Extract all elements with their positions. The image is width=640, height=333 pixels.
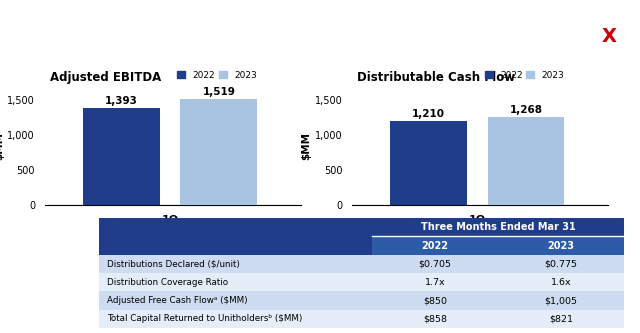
- Text: Distribution Coverage Ratio: Distribution Coverage Ratio: [107, 278, 228, 287]
- FancyBboxPatch shape: [372, 255, 498, 273]
- Text: 1,393: 1,393: [105, 96, 138, 106]
- Text: 1,210: 1,210: [412, 109, 445, 119]
- Text: Three Months Ended Mar 31: Three Months Ended Mar 31: [420, 222, 575, 232]
- Text: 2023: 2023: [548, 240, 575, 251]
- Y-axis label: $MM: $MM: [301, 132, 312, 160]
- Text: 1,268: 1,268: [509, 105, 543, 115]
- Text: Adjusted EBITDA: Adjusted EBITDA: [50, 71, 161, 84]
- Text: Total Capital Returned to Unitholdersᵇ ($MM): Total Capital Returned to Unitholdersᵇ (…: [107, 314, 303, 323]
- FancyBboxPatch shape: [372, 218, 624, 236]
- FancyBboxPatch shape: [372, 236, 498, 255]
- Text: 1Q 2023 Financial Highlights: 1Q 2023 Financial Highlights: [14, 25, 398, 49]
- Text: Distributable Cash Flow: Distributable Cash Flow: [357, 71, 515, 84]
- FancyBboxPatch shape: [498, 236, 624, 255]
- Text: 1,519: 1,519: [202, 87, 236, 97]
- FancyBboxPatch shape: [372, 291, 498, 310]
- Text: $858: $858: [423, 314, 447, 323]
- Legend: 2022, 2023: 2022, 2023: [484, 71, 564, 80]
- FancyBboxPatch shape: [99, 218, 372, 236]
- Text: 1.6x: 1.6x: [550, 278, 572, 287]
- FancyBboxPatch shape: [498, 310, 624, 328]
- Y-axis label: $MM: $MM: [0, 132, 4, 160]
- Bar: [180, 99, 257, 205]
- FancyBboxPatch shape: [498, 273, 624, 291]
- Text: $821: $821: [549, 314, 573, 323]
- Text: 1.7x: 1.7x: [425, 278, 445, 287]
- Text: $1,005: $1,005: [545, 296, 577, 305]
- Text: Distributions Declared ($/unit): Distributions Declared ($/unit): [107, 259, 240, 268]
- FancyBboxPatch shape: [99, 273, 372, 291]
- FancyBboxPatch shape: [372, 273, 498, 291]
- Text: $0.775: $0.775: [545, 259, 577, 268]
- FancyBboxPatch shape: [498, 255, 624, 273]
- Text: 2022: 2022: [422, 240, 449, 251]
- FancyBboxPatch shape: [99, 236, 372, 255]
- Text: $0.705: $0.705: [419, 259, 452, 268]
- Bar: [390, 121, 467, 205]
- Legend: 2022, 2023: 2022, 2023: [177, 71, 257, 80]
- FancyBboxPatch shape: [99, 291, 372, 310]
- FancyBboxPatch shape: [498, 291, 624, 310]
- FancyBboxPatch shape: [99, 310, 372, 328]
- Text: MPL: MPL: [573, 27, 619, 46]
- FancyBboxPatch shape: [372, 310, 498, 328]
- Text: $850: $850: [423, 296, 447, 305]
- Text: Adjusted Free Cash Flowᵃ ($MM): Adjusted Free Cash Flowᵃ ($MM): [107, 296, 248, 305]
- Bar: [83, 108, 160, 205]
- Text: X: X: [602, 27, 616, 46]
- FancyBboxPatch shape: [99, 255, 372, 273]
- Bar: [488, 117, 564, 205]
